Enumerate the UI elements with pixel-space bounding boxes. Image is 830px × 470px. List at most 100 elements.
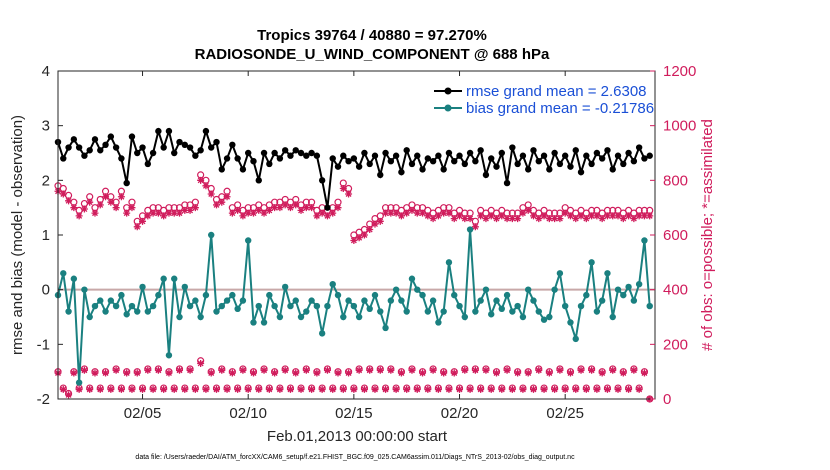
rmse-point bbox=[139, 144, 146, 151]
obs-low-assimilated-point bbox=[440, 369, 448, 377]
y-right-tick-label: 0 bbox=[663, 391, 671, 408]
obs-low-assimilated-point bbox=[323, 366, 331, 374]
obs-low-assimilated-point bbox=[529, 385, 537, 393]
obs-assimilated-point bbox=[371, 220, 379, 228]
obs-low-assimilated-point bbox=[397, 369, 405, 377]
obs-assimilated-point bbox=[403, 209, 411, 217]
obs-assimilated-point bbox=[529, 212, 537, 220]
bias-point bbox=[477, 297, 484, 304]
rmse-point bbox=[403, 147, 410, 154]
bias-point bbox=[609, 313, 616, 321]
bias-point bbox=[403, 308, 410, 315]
y-right-tick-label: 400 bbox=[663, 282, 688, 299]
bias-point bbox=[355, 313, 363, 321]
rmse-point bbox=[239, 166, 247, 173]
y-left-axis-label: rmse and bias (model - observation) bbox=[9, 115, 26, 355]
obs-low-assimilated-point bbox=[191, 385, 199, 393]
y-left-tick-label: 3 bbox=[42, 118, 50, 135]
obs-assimilated-point bbox=[419, 209, 427, 217]
obs-low-assimilated-point bbox=[603, 385, 611, 393]
bias-point bbox=[382, 324, 389, 332]
obs-low-assimilated-point bbox=[582, 385, 590, 393]
bias-point bbox=[118, 291, 125, 299]
bias-point bbox=[371, 291, 379, 299]
rmse-point bbox=[192, 152, 199, 159]
obs-low-assimilated-point bbox=[212, 385, 220, 393]
obs-assimilated-point bbox=[345, 190, 353, 198]
rmse-point bbox=[392, 152, 400, 159]
rmse-point bbox=[86, 147, 93, 154]
bias-point bbox=[398, 297, 405, 304]
obs-low-assimilated-point bbox=[339, 385, 347, 393]
bias-point bbox=[112, 302, 120, 310]
bias-point bbox=[128, 302, 136, 310]
obs-low-assimilated-point bbox=[630, 366, 638, 374]
x-tick-label: 02/10 bbox=[229, 405, 267, 422]
bias-point bbox=[123, 311, 130, 318]
obs-low-assimilated-point bbox=[91, 369, 99, 377]
bias-point bbox=[176, 313, 183, 321]
rmse-point bbox=[635, 144, 643, 151]
bias-point bbox=[472, 308, 479, 315]
obs-assimilated-point bbox=[286, 204, 294, 212]
y-right-tick-label: 800 bbox=[663, 172, 688, 189]
obs-low-assimilated-point bbox=[281, 366, 289, 374]
obs-low-assimilated-point bbox=[434, 385, 442, 393]
rmse-point bbox=[181, 141, 188, 148]
obs-assimilated-point bbox=[477, 212, 485, 220]
obs-low-assimilated-point bbox=[297, 385, 305, 393]
rmse-point bbox=[371, 152, 379, 159]
rmse-point bbox=[81, 152, 88, 159]
obs-assimilated-point bbox=[387, 209, 395, 217]
rmse-point bbox=[514, 160, 521, 168]
obs-low-assimilated-point bbox=[265, 385, 273, 393]
rmse-point bbox=[546, 166, 553, 173]
rmse-point bbox=[197, 147, 204, 154]
rmse-point bbox=[60, 155, 67, 162]
obs-assimilated-point bbox=[487, 212, 495, 220]
rmse-point bbox=[250, 158, 257, 165]
y-right-tick-label: 1000 bbox=[663, 118, 696, 135]
bias-point bbox=[424, 308, 432, 315]
bias-point bbox=[86, 313, 93, 321]
rmse-point bbox=[625, 149, 632, 157]
rmse-point bbox=[614, 152, 622, 159]
bias-point bbox=[234, 305, 241, 312]
bias-point bbox=[625, 283, 632, 291]
obs-low-assimilated-point bbox=[117, 385, 125, 393]
obs-low-assimilated-point bbox=[197, 359, 205, 367]
y-right-tick-label: 1200 bbox=[663, 63, 696, 80]
obs-low-assimilated-point bbox=[59, 385, 67, 393]
bias-point bbox=[604, 270, 611, 277]
y-left-tick-label: -2 bbox=[37, 391, 50, 408]
rmse-point bbox=[535, 158, 542, 165]
obs-assimilated-point bbox=[223, 193, 231, 201]
obs-low-assimilated-point bbox=[477, 385, 485, 393]
obs-low-assimilated-point bbox=[382, 385, 390, 393]
rmse-point bbox=[424, 155, 432, 162]
bias-point bbox=[134, 308, 141, 315]
bias-point bbox=[202, 291, 210, 299]
obs-assimilated-point bbox=[255, 206, 263, 214]
bias-point bbox=[297, 313, 305, 321]
obs-low-assimilated-point bbox=[313, 369, 321, 377]
obs-assimilated-point bbox=[593, 212, 601, 220]
bias-point bbox=[577, 302, 585, 310]
obs-assimilated-point bbox=[382, 209, 390, 217]
obs-assimilated-point bbox=[334, 204, 342, 212]
rmse-point bbox=[340, 152, 347, 159]
rmse-point bbox=[493, 163, 500, 170]
bias-point bbox=[144, 308, 152, 315]
obs-assimilated-point bbox=[614, 212, 622, 220]
legend-bias-marker bbox=[444, 104, 452, 112]
obs-assimilated-point bbox=[276, 204, 284, 212]
rmse-point bbox=[334, 163, 342, 170]
obs-assimilated-point bbox=[170, 209, 178, 217]
bias-point bbox=[540, 316, 548, 323]
bias-point bbox=[614, 286, 622, 293]
rmse-point bbox=[445, 149, 453, 157]
bias-point bbox=[641, 237, 648, 244]
obs-low-assimilated-point bbox=[466, 385, 474, 393]
obs-assimilated-point bbox=[350, 236, 358, 244]
obs-low-assimilated-point bbox=[408, 366, 416, 374]
